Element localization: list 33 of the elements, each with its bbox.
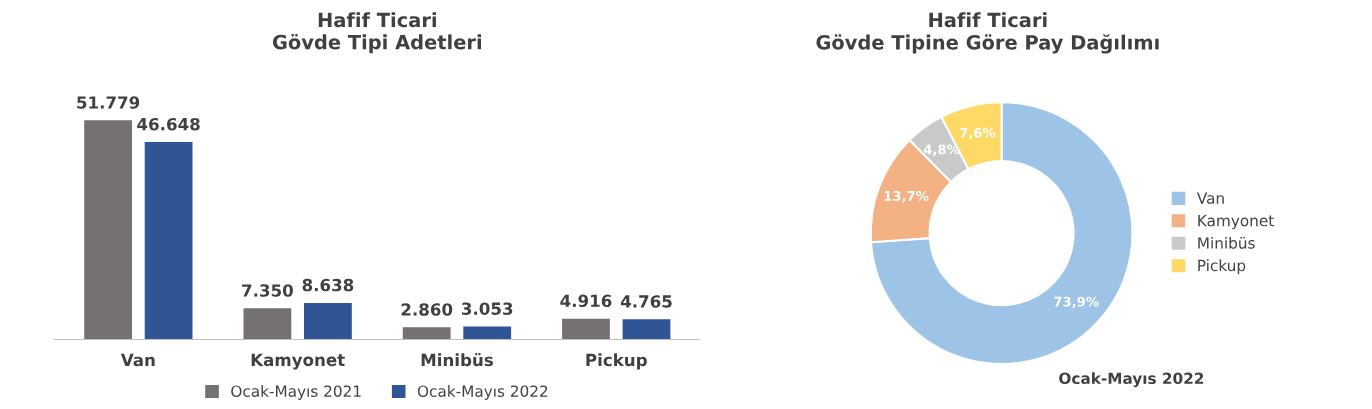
bar bbox=[402, 327, 451, 340]
chart-title: Hafif Ticari Gövde Tipine Göre Pay Dağılımı bbox=[816, 12, 1159, 54]
x-tick-label: Kamyonet bbox=[251, 353, 345, 370]
bar bbox=[144, 142, 193, 340]
donut-slice bbox=[869, 101, 1134, 366]
data-label: 8.638 bbox=[302, 278, 354, 292]
x-tick-label: Minibüs bbox=[421, 353, 493, 367]
chart-title: Hafif Ticari Gövde Tipi Adetleri bbox=[272, 12, 482, 54]
data-label: 3.053 bbox=[461, 302, 513, 315]
data-label: 73,9% bbox=[1054, 296, 1099, 309]
data-label: 46.648 bbox=[137, 117, 200, 131]
x-tick-label: Van bbox=[120, 353, 155, 367]
data-label: 13,7% bbox=[884, 190, 929, 203]
data-label: 7,6% bbox=[960, 127, 996, 140]
legend-label: Van bbox=[1196, 192, 1224, 204]
bar bbox=[562, 318, 610, 340]
bar bbox=[463, 326, 512, 340]
data-label: 51.779 bbox=[77, 96, 140, 109]
data-label: 2.860 bbox=[401, 303, 453, 316]
bar bbox=[84, 120, 132, 340]
bar bbox=[304, 302, 352, 340]
legend-label: Kamyonet bbox=[1198, 214, 1274, 230]
data-label: 7.350 bbox=[242, 284, 293, 297]
data-label: 4.765 bbox=[620, 295, 672, 308]
x-tick-label: Pickup bbox=[586, 353, 647, 370]
legend-label: Ocak-Mayıs 2022 bbox=[417, 385, 548, 400]
text: Ocak-Mayıs 2022 bbox=[1059, 372, 1204, 388]
legend-label: Minibüs bbox=[1198, 236, 1255, 249]
legend-label: Ocak-Mayıs 2021 bbox=[231, 385, 361, 400]
bar bbox=[243, 308, 292, 340]
data-label: 4.916 bbox=[560, 294, 612, 308]
legend-label: Pickup bbox=[1198, 259, 1246, 275]
bar bbox=[622, 319, 671, 340]
